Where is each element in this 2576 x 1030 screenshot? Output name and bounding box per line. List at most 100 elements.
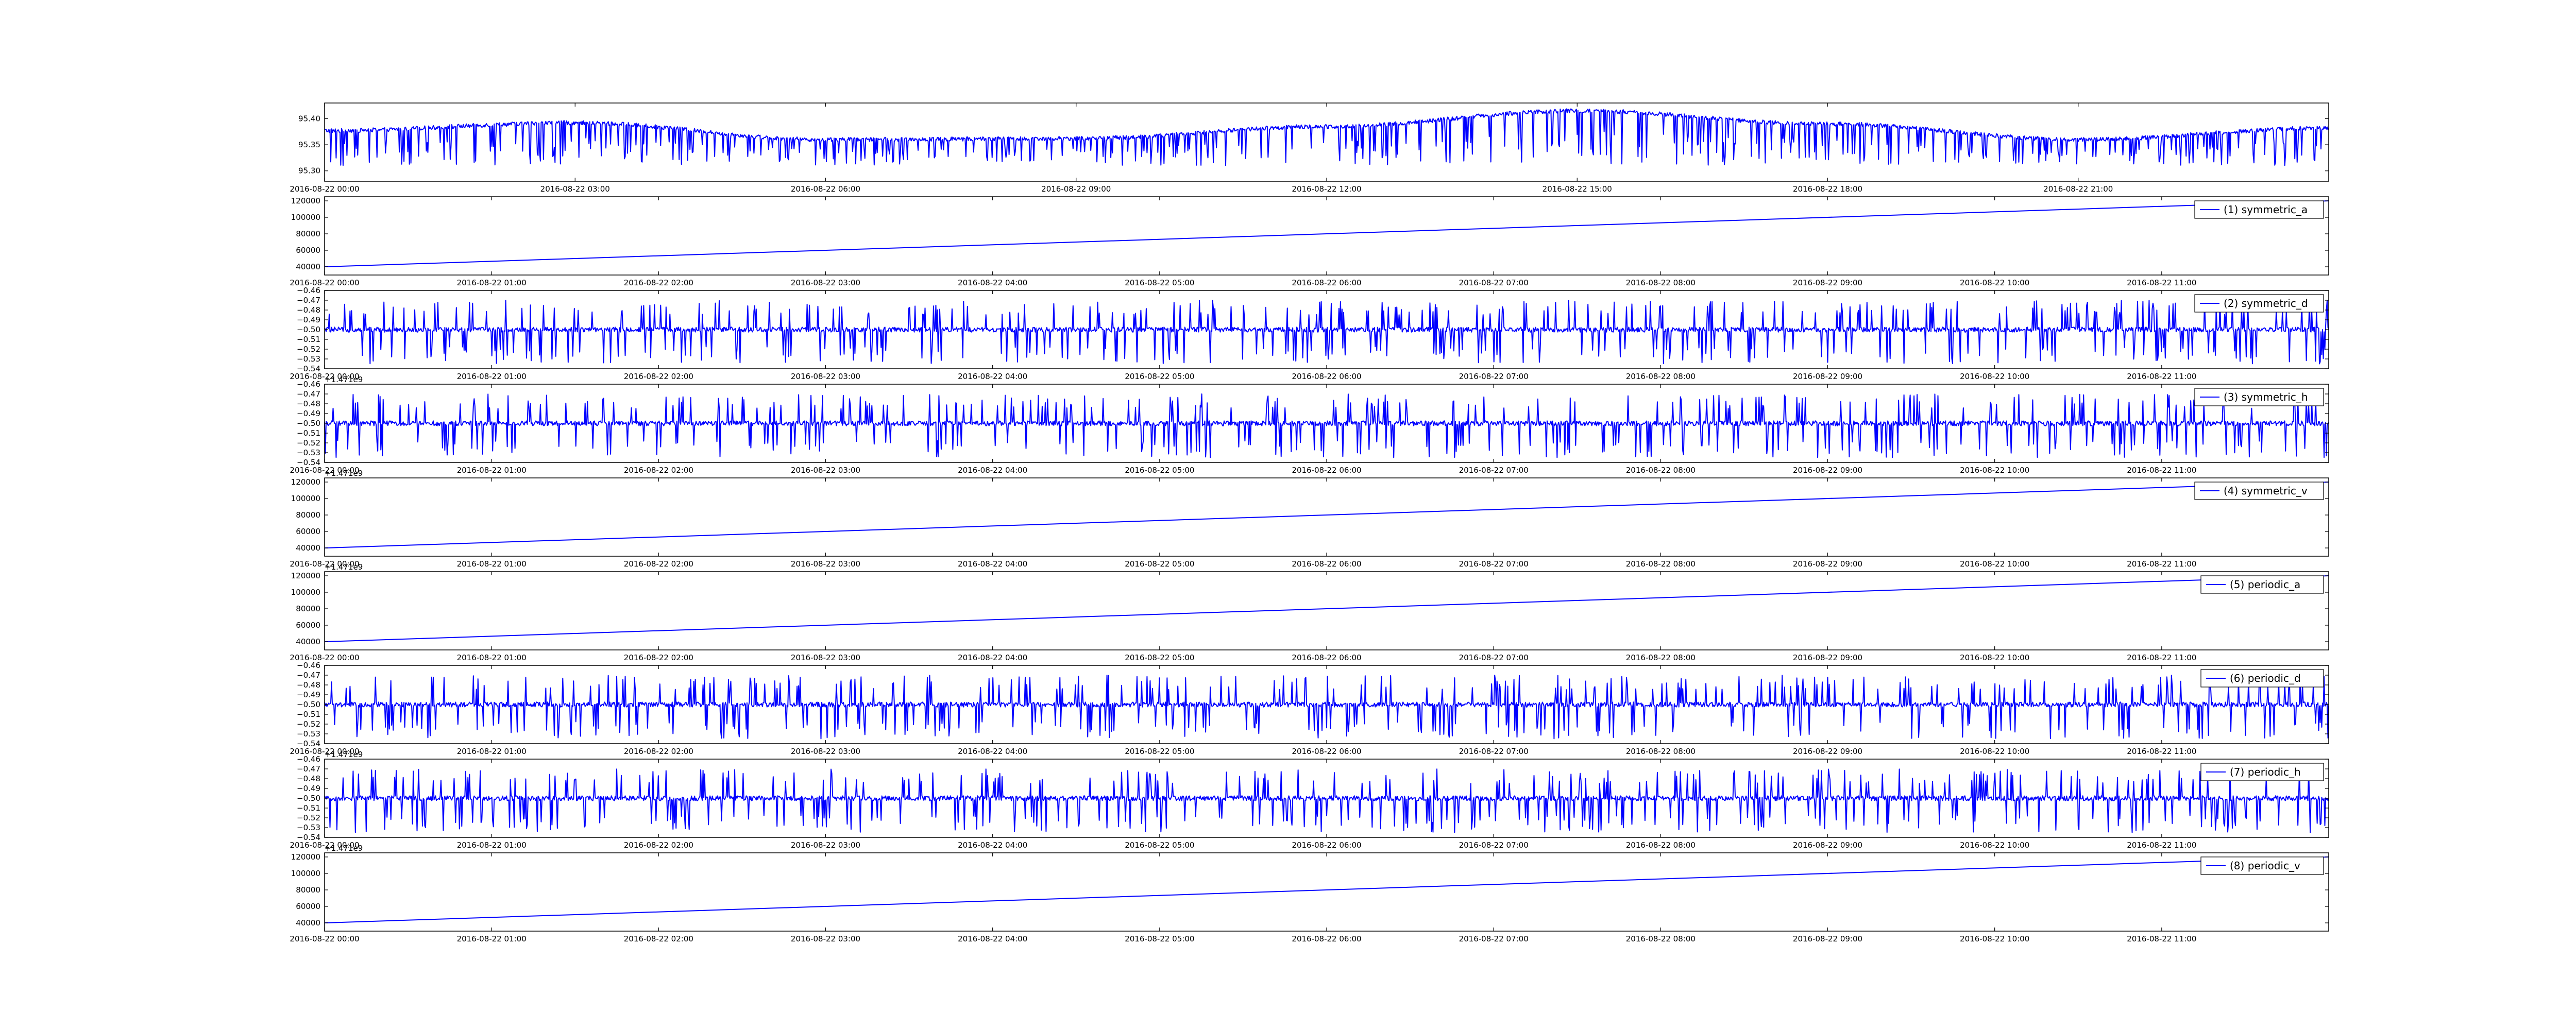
y-tick-label: −0.48 — [297, 399, 320, 408]
x-tick-label: 2016-08-22 06:00 — [1292, 934, 1361, 943]
y-tick-label: 120000 — [291, 571, 320, 580]
x-tick-label: 2016-08-22 11:00 — [2127, 840, 2196, 850]
x-tick-label: 2016-08-22 04:00 — [958, 466, 1027, 475]
y-tick-label: 60000 — [296, 527, 320, 536]
x-tick-label: 2016-08-22 00:00 — [290, 653, 359, 662]
y-tick-label: 95.40 — [298, 114, 320, 123]
y-tick-label: 80000 — [296, 885, 320, 895]
y-tick-label: 80000 — [296, 510, 320, 520]
x-tick-label: 2016-08-22 11:00 — [2127, 559, 2196, 569]
y-tick-label: −0.53 — [297, 448, 320, 457]
y-tick-label: 120000 — [291, 477, 320, 487]
x-tick-label: 2016-08-22 05:00 — [1125, 840, 1194, 850]
y-tick-label: −0.47 — [297, 764, 320, 774]
x-tick-label: 2016-08-22 01:00 — [457, 747, 527, 756]
y-tick-label: −0.47 — [297, 389, 320, 399]
x-tick-label: 2016-08-22 04:00 — [958, 747, 1027, 756]
x-tick-label: 2016-08-22 02:00 — [624, 747, 693, 756]
y-tick-label: −0.49 — [297, 409, 320, 418]
y-tick-label: −0.50 — [297, 794, 320, 803]
x-tick-label: 2016-08-22 03:00 — [791, 840, 860, 850]
y-tick-label: 40000 — [296, 637, 320, 646]
x-tick-label: 2016-08-22 10:00 — [1960, 840, 2029, 850]
y-tick-label: 40000 — [296, 918, 320, 928]
x-tick-label: 2016-08-22 08:00 — [1626, 934, 1696, 943]
y-tick-label: −0.51 — [297, 335, 320, 344]
x-tick-label: 2016-08-22 21:00 — [2043, 184, 2113, 194]
y-tick-label: 95.35 — [298, 140, 320, 149]
legend-label: (8) periodic_v — [2230, 860, 2300, 872]
x-tick-label: 2016-08-22 07:00 — [1459, 278, 1529, 287]
y-tick-label: −0.49 — [297, 784, 320, 793]
x-tick-label: 2016-08-22 05:00 — [1125, 278, 1194, 287]
y-tick-label: −0.53 — [297, 354, 320, 364]
legend-label: (7) periodic_h — [2230, 766, 2301, 778]
x-tick-label: 2016-08-22 01:00 — [457, 840, 527, 850]
x-tick-label: 2016-08-22 00:00 — [290, 747, 359, 756]
y-tick-label: −0.51 — [297, 428, 320, 438]
x-tick-label: 2016-08-22 05:00 — [1125, 466, 1194, 475]
y-tick-label: −0.47 — [297, 671, 320, 680]
x-tick-label: 2016-08-22 01:00 — [457, 278, 527, 287]
x-tick-label: 2016-08-22 09:00 — [1793, 747, 1862, 756]
x-tick-label: 2016-08-22 07:00 — [1459, 934, 1529, 943]
x-tick-label: 2016-08-22 03:00 — [791, 559, 860, 569]
x-tick-label: 2016-08-22 06:00 — [1292, 278, 1361, 287]
x-tick-label: 2016-08-22 08:00 — [1626, 559, 1696, 569]
y-tick-label: 95.30 — [298, 166, 320, 176]
y-tick-label: −0.46 — [297, 754, 320, 764]
x-tick-label: 2016-08-22 00:00 — [290, 840, 359, 850]
x-tick-label: 2016-08-22 06:00 — [1292, 747, 1361, 756]
legend-label: (2) symmetric_d — [2224, 297, 2308, 310]
series-line — [324, 108, 2329, 166]
y-tick-label: −0.52 — [297, 719, 320, 729]
y-tick-label: 60000 — [296, 902, 320, 911]
y-tick-label: −0.46 — [297, 661, 320, 670]
x-tick-label: 2016-08-22 08:00 — [1626, 278, 1696, 287]
x-tick-label: 2016-08-22 05:00 — [1125, 372, 1194, 381]
chart-panel-8: 2016-08-22 00:00 2016-08-22 01:00 2016-08-… — [290, 750, 2329, 850]
chart-panel-9: 2016-08-22 00:00 2016-08-22 01:00 2016-08-… — [290, 844, 2329, 943]
x-tick-label: 2016-08-22 10:00 — [1960, 653, 2029, 662]
x-tick-label: 2016-08-22 11:00 — [2127, 747, 2196, 756]
x-tick-label: 2016-08-22 02:00 — [624, 559, 693, 569]
y-tick-label: −0.49 — [297, 315, 320, 324]
y-tick-label: −0.48 — [297, 680, 320, 690]
chart-panel-5: 2016-08-22 00:00 2016-08-22 01:00 2016-08-… — [290, 469, 2329, 569]
x-tick-label: 2016-08-22 10:00 — [1960, 934, 2029, 943]
series-line — [324, 300, 2329, 365]
x-tick-label: 2016-08-22 02:00 — [624, 934, 693, 943]
y-tick-label: −0.50 — [297, 325, 320, 334]
x-tick-label: 2016-08-22 08:00 — [1626, 466, 1696, 475]
x-tick-label: 2016-08-22 09:00 — [1041, 184, 1111, 194]
legend: (1) symmetric_a — [2194, 200, 2324, 219]
y-tick-label: 100000 — [291, 588, 320, 597]
x-tick-label: 2016-08-22 15:00 — [1543, 184, 1612, 194]
y-tick-label: −0.48 — [297, 305, 320, 315]
y-tick-label: −0.50 — [297, 700, 320, 709]
y-tick-label: −0.52 — [297, 813, 320, 822]
axis-offset-label: +1.471e9 — [325, 562, 363, 572]
x-tick-label: 2016-08-22 09:00 — [1793, 466, 1862, 475]
axis-offset-label: +1.471e9 — [325, 844, 363, 853]
x-tick-label: 2016-08-22 04:00 — [958, 559, 1027, 569]
x-tick-label: 2016-08-22 06:00 — [1292, 840, 1361, 850]
x-tick-label: 2016-08-22 09:00 — [1793, 372, 1862, 381]
x-tick-label: 2016-08-22 02:00 — [624, 372, 693, 381]
x-tick-label: 2016-08-22 03:00 — [791, 747, 860, 756]
x-tick-label: 2016-08-22 01:00 — [457, 466, 527, 475]
y-tick-label: −0.50 — [297, 419, 320, 428]
series-line — [324, 200, 2329, 267]
y-tick-label: 40000 — [296, 262, 320, 271]
x-tick-label: 2016-08-22 09:00 — [1793, 278, 1862, 287]
y-tick-label: −0.54 — [297, 833, 320, 842]
legend-label: (5) periodic_a — [2230, 578, 2300, 591]
x-tick-label: 2016-08-22 07:00 — [1459, 466, 1529, 475]
x-tick-label: 2016-08-22 06:00 — [1292, 372, 1361, 381]
x-tick-label: 2016-08-22 00:00 — [290, 372, 359, 381]
x-tick-label: 2016-08-22 05:00 — [1125, 747, 1194, 756]
chart-panel-7: 2016-08-22 00:00 2016-08-22 01:00 2016-08-… — [290, 661, 2329, 756]
x-tick-label: 2016-08-22 09:00 — [1793, 653, 1862, 662]
chart-panel-3: 2016-08-22 00:00 2016-08-22 01:00 2016-08-… — [290, 286, 2329, 381]
x-tick-label: 2016-08-22 10:00 — [1960, 747, 2029, 756]
